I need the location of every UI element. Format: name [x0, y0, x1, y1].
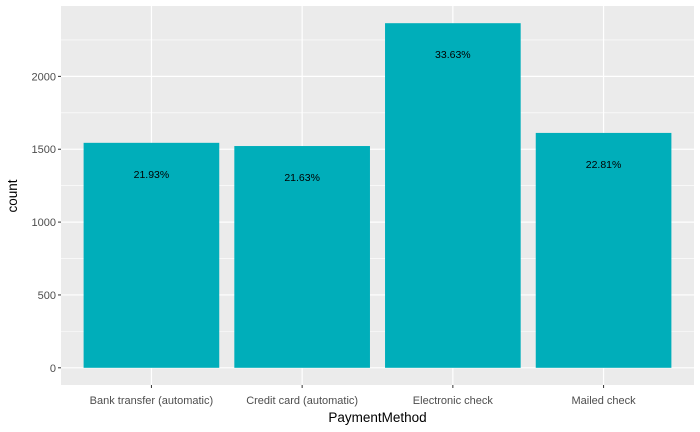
x-tick-label: Credit card (automatic): [246, 395, 358, 407]
bar: [234, 146, 370, 368]
bars: [83, 23, 672, 368]
y-tick-label: 1000: [32, 217, 56, 229]
y-tick-label: 0: [50, 363, 56, 375]
bar: [385, 23, 521, 368]
y-tick-label: 1500: [32, 144, 56, 156]
y-tick-label: 500: [38, 290, 56, 302]
y-axis-title: count: [5, 179, 20, 212]
bar-percent-label: 33.63%: [435, 49, 471, 61]
x-axis: Bank transfer (automatic) Credit card (au…: [90, 385, 636, 407]
x-axis-title: PaymentMethod: [328, 410, 426, 425]
bar-percent-label: 22.81%: [586, 159, 622, 171]
bar: [83, 142, 220, 368]
bar: [535, 132, 672, 368]
x-tick-label: Bank transfer (automatic): [90, 395, 214, 407]
x-tick-label: Electronic check: [413, 395, 494, 407]
y-tick-label: 2000: [32, 71, 56, 83]
x-tick-label: Mailed check: [571, 395, 636, 407]
bar-percent-label: 21.93%: [134, 169, 170, 181]
bar-labels: 21.93% 21.63% 33.63% 22.81%: [134, 49, 622, 184]
y-axis: 0 500 1000 1500 2000: [32, 71, 61, 375]
bar-percent-label: 21.63%: [284, 172, 320, 184]
